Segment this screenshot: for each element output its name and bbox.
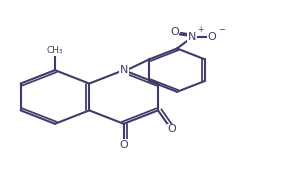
Text: N: N [120, 65, 128, 75]
Text: +: + [197, 25, 203, 34]
Text: O: O [208, 32, 216, 42]
Text: O: O [119, 140, 128, 150]
Text: N: N [187, 32, 196, 42]
Text: −: − [218, 25, 225, 34]
Text: CH₃: CH₃ [46, 46, 63, 55]
Text: O: O [168, 124, 176, 134]
Text: O: O [170, 27, 179, 37]
